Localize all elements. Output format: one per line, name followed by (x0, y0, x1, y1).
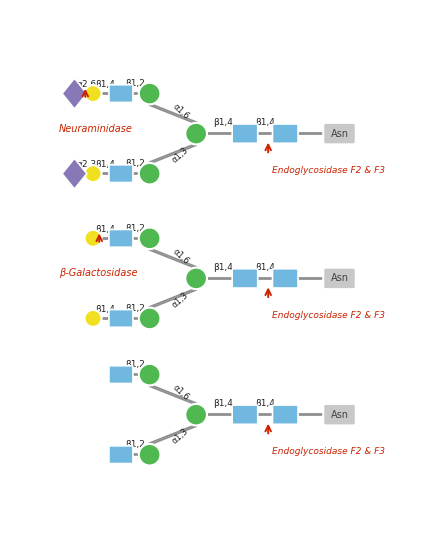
Text: Asn: Asn (330, 410, 349, 420)
Text: β1,4: β1,4 (95, 225, 115, 234)
Text: α2,6: α2,6 (77, 80, 97, 89)
Text: β1,4: β1,4 (95, 160, 115, 169)
FancyBboxPatch shape (232, 269, 258, 288)
Text: β1,4: β1,4 (255, 399, 275, 408)
FancyBboxPatch shape (323, 123, 356, 144)
Text: α1,3: α1,3 (170, 146, 191, 165)
Text: β1,2: β1,2 (125, 159, 145, 168)
FancyBboxPatch shape (109, 229, 133, 247)
Circle shape (84, 85, 102, 102)
Circle shape (185, 123, 207, 144)
FancyBboxPatch shape (109, 366, 133, 383)
Circle shape (185, 267, 207, 289)
Text: α1,6: α1,6 (170, 247, 191, 266)
Text: α1,6: α1,6 (170, 102, 191, 122)
FancyBboxPatch shape (232, 124, 258, 143)
Circle shape (84, 310, 102, 327)
Text: β1,4: β1,4 (213, 263, 233, 272)
FancyBboxPatch shape (109, 446, 133, 464)
Text: α1,6: α1,6 (170, 383, 191, 403)
Polygon shape (62, 78, 87, 109)
Text: β1,4: β1,4 (255, 263, 275, 272)
FancyBboxPatch shape (109, 85, 133, 102)
Circle shape (139, 364, 160, 385)
Text: α1,3: α1,3 (170, 291, 191, 310)
Text: β1,4: β1,4 (213, 118, 233, 128)
Circle shape (139, 444, 160, 465)
Text: Endoglycosidase F2 & F3: Endoglycosidase F2 & F3 (272, 447, 385, 456)
Text: β1,2: β1,2 (125, 224, 145, 233)
Circle shape (139, 163, 160, 184)
Circle shape (139, 83, 160, 105)
Text: Neuraminidase: Neuraminidase (59, 124, 133, 135)
FancyBboxPatch shape (109, 310, 133, 327)
Text: Asn: Asn (330, 129, 349, 139)
FancyBboxPatch shape (232, 405, 258, 425)
Text: β1,4: β1,4 (95, 304, 115, 314)
Circle shape (84, 230, 102, 247)
FancyBboxPatch shape (323, 404, 356, 426)
Text: β1,4: β1,4 (95, 80, 115, 89)
Text: β1,2: β1,2 (125, 304, 145, 313)
Text: α1,3: α1,3 (170, 427, 191, 446)
Text: Endoglycosidase F2 & F3: Endoglycosidase F2 & F3 (272, 166, 385, 175)
Text: α2,3: α2,3 (77, 160, 97, 169)
Text: Asn: Asn (330, 273, 349, 284)
Polygon shape (62, 158, 87, 189)
FancyBboxPatch shape (323, 267, 356, 289)
FancyBboxPatch shape (109, 165, 133, 183)
FancyBboxPatch shape (273, 405, 298, 425)
Text: β1,4: β1,4 (255, 118, 275, 128)
FancyBboxPatch shape (273, 124, 298, 143)
Text: β1,2: β1,2 (125, 79, 145, 88)
FancyBboxPatch shape (273, 269, 298, 288)
Circle shape (139, 308, 160, 329)
Circle shape (84, 165, 102, 182)
Text: Endoglycosidase F2 & F3: Endoglycosidase F2 & F3 (272, 311, 385, 319)
Circle shape (139, 228, 160, 249)
Text: β1,2: β1,2 (125, 360, 145, 369)
Circle shape (185, 404, 207, 426)
Text: β1,4: β1,4 (213, 399, 233, 408)
Text: β-Galactosidase: β-Galactosidase (59, 267, 138, 278)
Text: β1,2: β1,2 (125, 440, 145, 449)
